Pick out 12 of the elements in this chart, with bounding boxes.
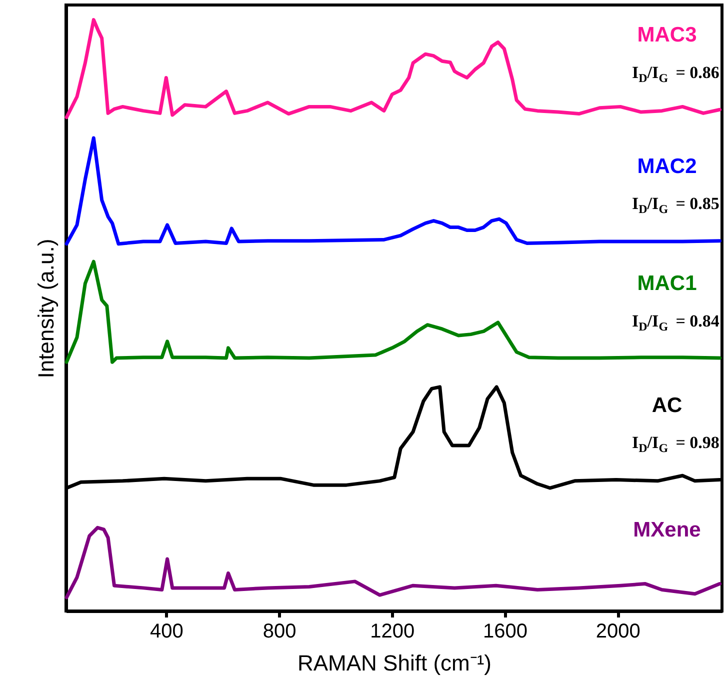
text: MAC2 xyxy=(637,154,697,178)
text: AC xyxy=(652,394,682,417)
y-axis-title: Intensity (a.u.) xyxy=(34,238,58,378)
x-tick-label: 1600 xyxy=(482,620,528,642)
x-tick-label: 800 xyxy=(262,620,296,642)
text: MAC3 xyxy=(637,24,697,47)
x-tick-label: 400 xyxy=(150,620,184,642)
text: MAC1 xyxy=(637,272,698,296)
text: MXene xyxy=(633,518,701,542)
x-tick-label: 1200 xyxy=(370,620,415,642)
x-tick-label: 2000 xyxy=(596,620,640,642)
x-axis-title: RAMAN Shift (cm⁻¹) xyxy=(298,650,492,676)
